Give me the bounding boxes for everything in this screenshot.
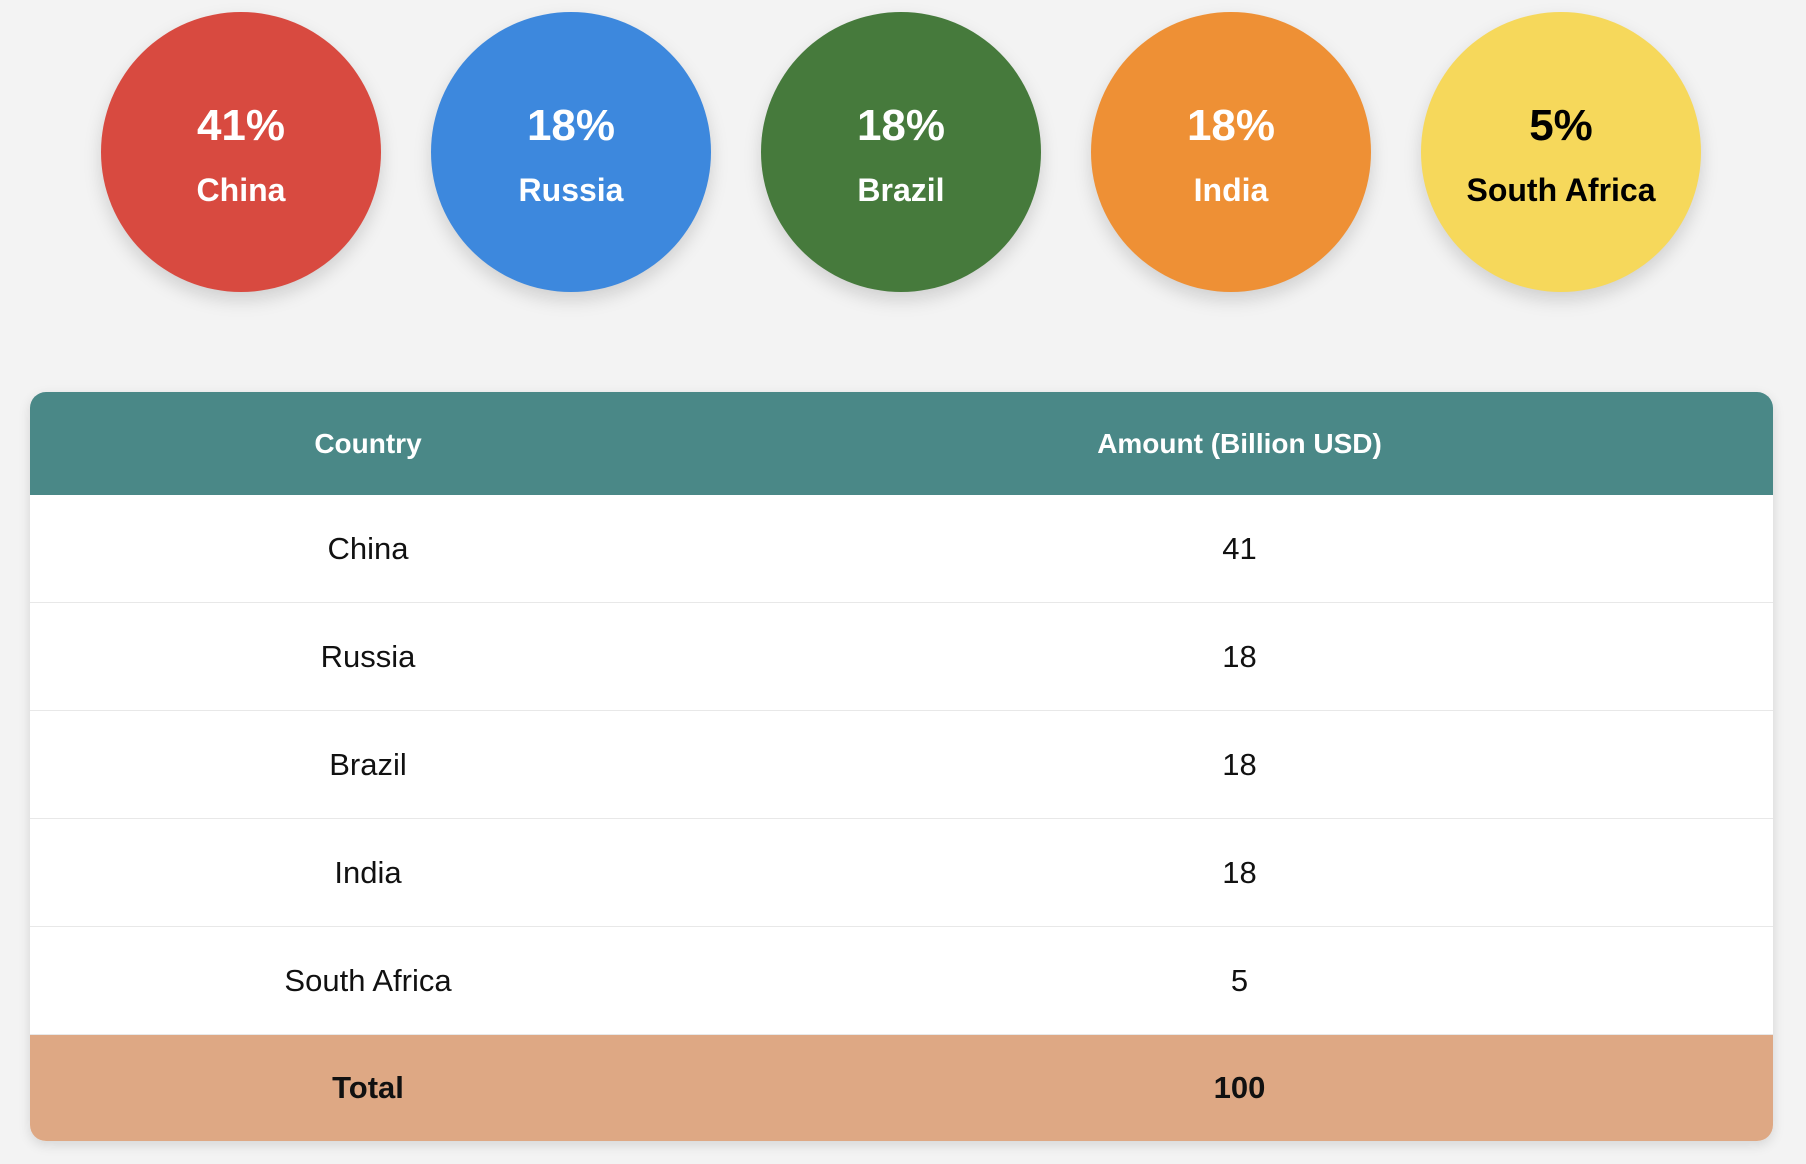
total-cell: 100 xyxy=(706,1034,1773,1141)
amount-table: Country Amount (Billion USD) China 41 Russ… xyxy=(30,392,1773,1141)
table-cell: 5 xyxy=(706,926,1773,1035)
table-row: China 41 xyxy=(30,495,1773,603)
header-cell: Country xyxy=(30,392,706,495)
header-row: Country Amount (Billion USD) xyxy=(30,392,1773,495)
table-cell: South Africa xyxy=(30,926,706,1035)
percent-label: 18% xyxy=(856,101,946,150)
country-label: China xyxy=(196,172,286,208)
share-circle: 18% Russia xyxy=(431,12,711,292)
percent-label: 18% xyxy=(1186,101,1276,150)
share-circles: 41% China 18% Russia 18% Brazil 18% India 5% Sout… xyxy=(0,12,1806,292)
table-cell: 18 xyxy=(706,602,1773,711)
country-label: South Africa xyxy=(1466,172,1656,208)
table-cell: India xyxy=(30,818,706,927)
total-cell: Total xyxy=(30,1034,706,1141)
table-cell: 18 xyxy=(706,818,1773,927)
share-circle: 18% Brazil xyxy=(761,12,1041,292)
table-cell: China xyxy=(30,495,706,603)
total-row: Total 100 xyxy=(30,1034,1773,1141)
table-body: China 41 Russia 18 Brazil 18 India 18 South Afri… xyxy=(30,495,1773,1141)
header-cell: Amount (Billion USD) xyxy=(706,392,1773,495)
percent-label: 5% xyxy=(1529,101,1593,150)
country-label: India xyxy=(1193,172,1269,208)
country-label: Brazil xyxy=(857,172,945,208)
table-cell: 18 xyxy=(706,710,1773,819)
table-row: Russia 18 xyxy=(30,602,1773,711)
table-row: Brazil 18 xyxy=(30,710,1773,819)
share-circle: 18% India xyxy=(1091,12,1371,292)
table-cell: Brazil xyxy=(30,710,706,819)
share-circle: 5% South Africa xyxy=(1421,12,1701,292)
percent-label: 41% xyxy=(196,101,286,150)
percent-label: 18% xyxy=(526,101,616,150)
table-row: South Africa 5 xyxy=(30,926,1773,1035)
table-cell: Russia xyxy=(30,602,706,711)
table-cell: 41 xyxy=(706,495,1773,603)
country-label: Russia xyxy=(518,172,624,208)
share-circle: 41% China xyxy=(101,12,381,292)
table-row: India 18 xyxy=(30,818,1773,927)
